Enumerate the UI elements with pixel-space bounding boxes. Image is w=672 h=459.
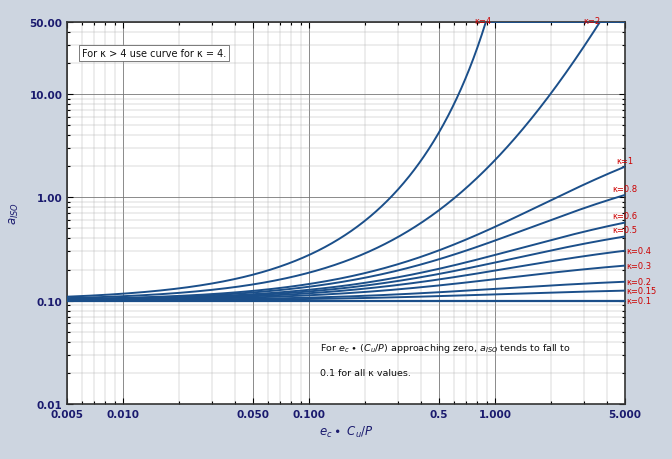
Text: κ=0.2: κ=0.2 — [626, 278, 650, 286]
Y-axis label: $a_{ISO}$: $a_{ISO}$ — [8, 202, 21, 225]
Text: κ=0.5: κ=0.5 — [612, 226, 638, 235]
X-axis label: $e_c \bullet\ C_u/P$: $e_c \bullet\ C_u/P$ — [319, 424, 374, 439]
Text: 0.1 for all κ values.: 0.1 for all κ values. — [321, 369, 411, 377]
Text: κ=0.3: κ=0.3 — [626, 262, 651, 270]
Text: κ=0.1: κ=0.1 — [626, 297, 650, 305]
Text: For κ > 4 use curve for κ = 4.: For κ > 4 use curve for κ = 4. — [82, 49, 226, 59]
Text: κ=1: κ=1 — [616, 156, 634, 165]
Text: κ=0.8: κ=0.8 — [612, 185, 638, 193]
Text: κ=0.6: κ=0.6 — [612, 212, 638, 221]
Text: κ=0.15: κ=0.15 — [626, 286, 656, 296]
Text: κ=2: κ=2 — [583, 17, 601, 26]
Text: κ=4: κ=4 — [474, 17, 491, 26]
Text: For $e_c$ $\bullet$ $(C_u/P)$ approaching zero, $a_{ISO}$ tends to fall to: For $e_c$ $\bullet$ $(C_u/P)$ approachin… — [321, 341, 571, 354]
Text: κ=0.4: κ=0.4 — [626, 246, 650, 256]
